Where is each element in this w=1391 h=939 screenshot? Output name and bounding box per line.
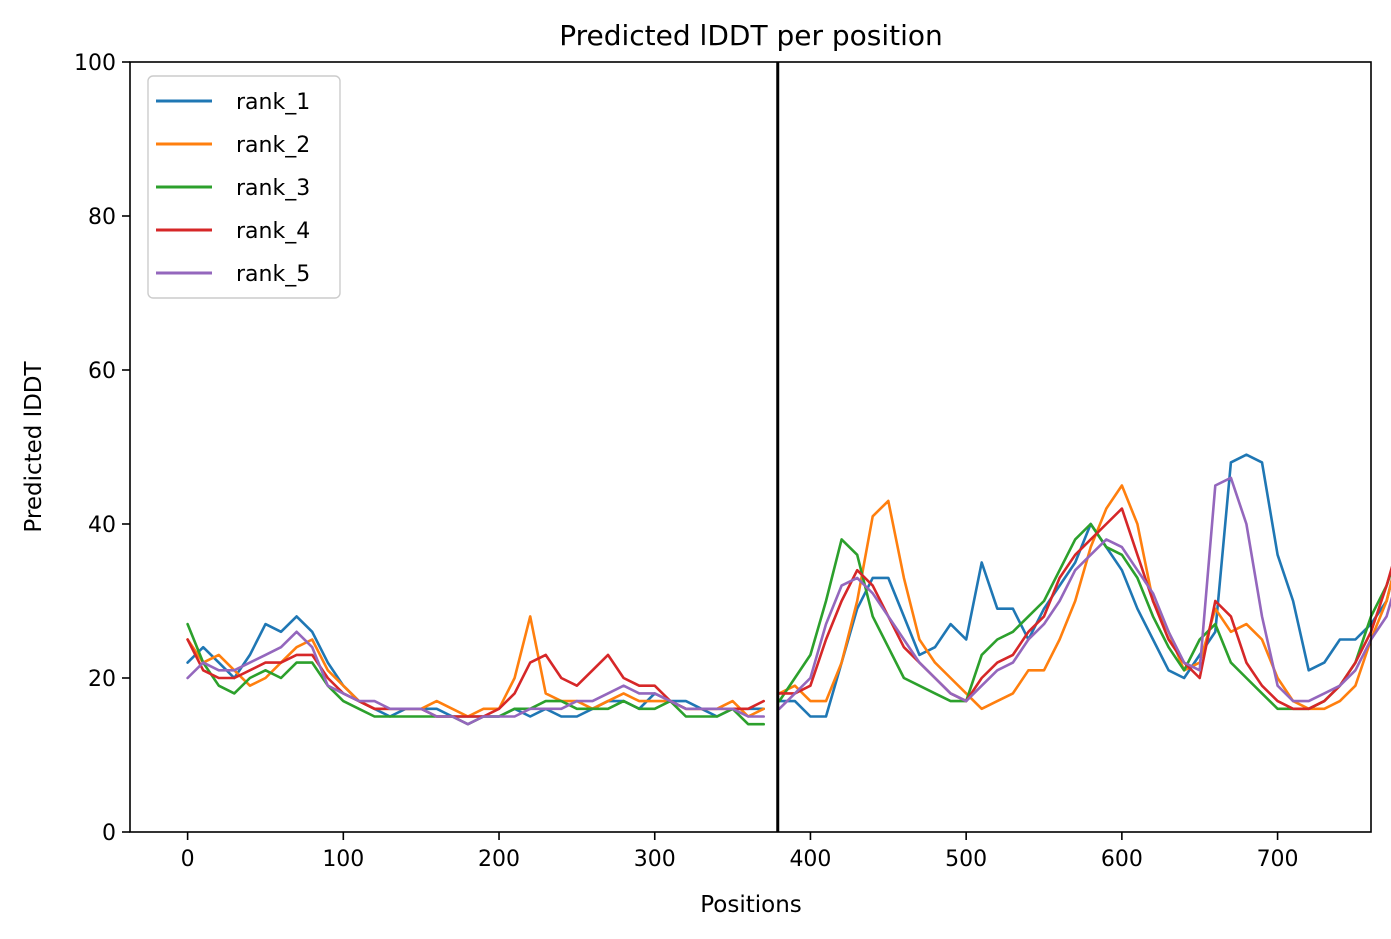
x-tick-label: 400 xyxy=(789,847,831,872)
x-tick-label: 200 xyxy=(478,847,520,872)
y-tick-label: 100 xyxy=(74,51,116,76)
legend: rank_1 rank_2 rank_3 rank_4 rank_5 xyxy=(147,75,341,299)
y-axis-label: Predicted lDDT xyxy=(21,360,47,532)
plot-frame xyxy=(129,61,1372,833)
y-tick-label: 0 xyxy=(102,821,116,846)
y-tick-label: 20 xyxy=(88,667,116,692)
chart-title: Predicted lDDT per position xyxy=(559,19,943,52)
y-tick-label: 40 xyxy=(88,513,116,538)
x-tick-label: 500 xyxy=(945,847,987,872)
legend-label-rank_1: rank_1 xyxy=(236,90,310,115)
x-axis-ticks: 0 100 200 300 400 500 600 700 xyxy=(181,832,1299,872)
legend-box xyxy=(147,75,341,299)
legend-label-rank_4: rank_4 xyxy=(236,219,310,244)
x-tick-label: 700 xyxy=(1257,847,1299,872)
x-tick-label: 100 xyxy=(322,847,364,872)
x-tick-label: 600 xyxy=(1101,847,1143,872)
legend-label-rank_3: rank_3 xyxy=(236,176,310,201)
x-axis-label: Positions xyxy=(700,892,802,918)
x-tick-label: 0 xyxy=(181,847,195,872)
legend-label-rank_5: rank_5 xyxy=(236,262,310,287)
y-tick-label: 80 xyxy=(88,205,116,230)
series-line-rank_5 xyxy=(186,476,1391,726)
plot-lines xyxy=(186,453,1391,726)
y-axis-ticks: 0 20 40 60 80 100 xyxy=(74,51,130,846)
legend-label-rank_2: rank_2 xyxy=(236,133,310,158)
y-tick-label: 60 xyxy=(88,359,116,384)
x-tick-label: 300 xyxy=(634,847,676,872)
